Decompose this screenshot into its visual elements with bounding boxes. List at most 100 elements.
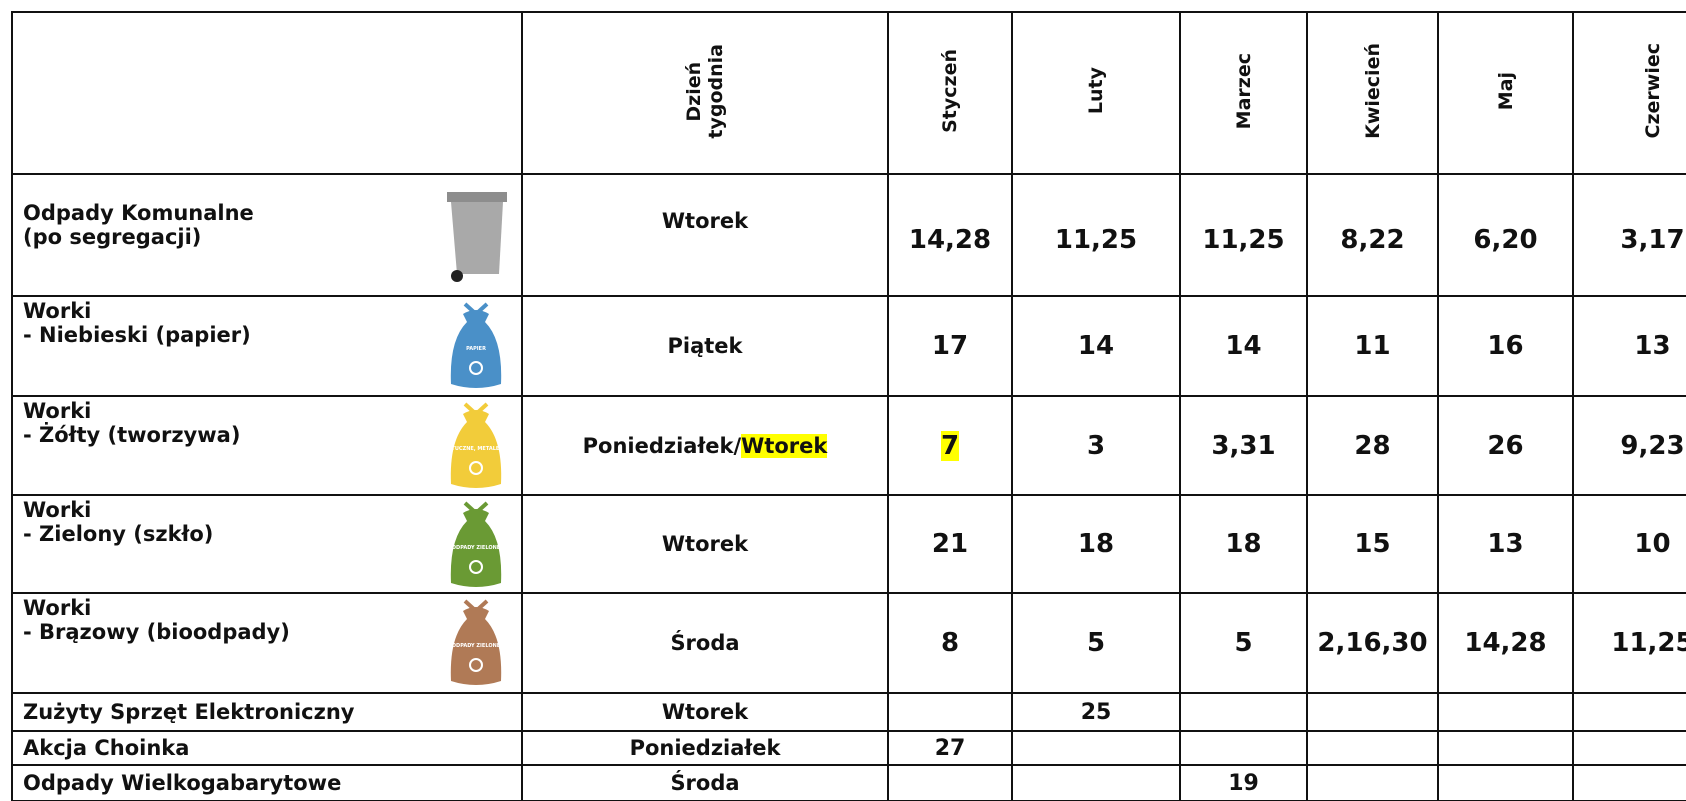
value: 26	[1487, 431, 1523, 461]
value: 17	[932, 331, 968, 361]
icon-label: TWORZYWA SZTUCZNE, METALE I OPAKOWANIA	[441, 446, 511, 452]
value-cell: 3,17	[1573, 174, 1686, 296]
row: Worki- Brązowy (bioodpady)ODPADY ZIELONE…	[12, 593, 1686, 693]
icon: PAPIER	[441, 300, 511, 392]
row: Worki- Żółty (tworzywa)TWORZYWA SZTUCZNE…	[12, 396, 1686, 495]
value-cell	[888, 765, 1012, 801]
value-cell: 8	[888, 593, 1012, 693]
value-cell	[1573, 765, 1686, 801]
value-cell: 2,16,30	[1307, 593, 1438, 693]
value: 28	[1354, 431, 1390, 461]
value: 3,17	[1620, 225, 1684, 255]
value-cell	[1180, 693, 1307, 731]
month-header: Luty	[1012, 12, 1180, 174]
icon-label: PAPIER	[466, 346, 486, 352]
value: 16	[1487, 331, 1523, 361]
day-part: Poniedziałek	[630, 736, 781, 760]
value-cell: 8,22	[1307, 174, 1438, 296]
value: 14	[1225, 331, 1261, 361]
value: 9,23	[1620, 431, 1684, 461]
month-header: Maj	[1438, 12, 1573, 174]
value-cell: 9,23	[1573, 396, 1686, 495]
value-cell: 11,25	[1180, 174, 1307, 296]
value-cell: 5	[1012, 593, 1180, 693]
value: 10	[1634, 529, 1670, 559]
value-cell	[888, 693, 1012, 731]
label-line: Odpady Wielkogabarytowe	[23, 771, 521, 795]
value-cell	[1438, 731, 1573, 765]
corner-cell	[12, 12, 522, 174]
label-line: Zużyty Sprzęt Elektroniczny	[23, 700, 521, 724]
day-part: Piątek	[667, 334, 742, 358]
value: 8,22	[1340, 225, 1404, 255]
day-cell: Wtorek	[522, 693, 888, 731]
month-label: Czerwiec	[1642, 43, 1664, 138]
value-cell: 14,28	[1438, 593, 1573, 693]
day-cell: Piątek	[522, 296, 888, 396]
value-cell: 14,28	[888, 174, 1012, 296]
value-cell: 14	[1180, 296, 1307, 396]
month-label: Kwiecień	[1362, 43, 1384, 139]
value: 21	[932, 529, 968, 559]
value: 15	[1354, 529, 1390, 559]
month-label: Luty	[1085, 67, 1107, 114]
value: 25	[1081, 700, 1112, 725]
row-label: Worki- Niebieski (papier)PAPIER	[12, 296, 522, 396]
value-cell: 11	[1307, 296, 1438, 396]
value: 14,28	[909, 225, 991, 255]
value: 6,20	[1473, 225, 1537, 255]
value: 7	[941, 431, 959, 461]
icon: ODPADY ZIELONE	[441, 597, 511, 689]
day-part: Środa	[670, 631, 739, 655]
value: 8	[941, 628, 959, 658]
value-cell	[1307, 693, 1438, 731]
day-header-line: tygodnia	[705, 44, 727, 139]
icon	[441, 178, 511, 290]
value: 14,28	[1464, 628, 1546, 658]
day-cell: Poniedziałek	[522, 731, 888, 765]
value-cell: 7	[888, 396, 1012, 495]
value: 27	[935, 736, 966, 761]
value: 2,16,30	[1317, 628, 1427, 658]
day-part: Wtorek	[662, 532, 748, 556]
icon-label: ODPADY ZIELONE	[452, 545, 501, 551]
value-cell: 5	[1180, 593, 1307, 693]
value-cell	[1438, 693, 1573, 731]
icon: ODPADY ZIELONE	[441, 499, 511, 591]
value: 5	[1087, 628, 1105, 658]
value: 11,25	[1055, 225, 1137, 255]
row-label: Zużyty Sprzęt Elektroniczny	[12, 693, 522, 731]
value: 13	[1634, 331, 1670, 361]
page: Dzieńtygodnia Styczeń Luty Marzec Kwiecień Ma…	[0, 0, 1686, 801]
month-label: Styczeń	[939, 49, 961, 133]
value-cell	[1012, 765, 1180, 801]
value-cell: 11,25	[1573, 593, 1686, 693]
schedule: Dzieńtygodnia Styczeń Luty Marzec Kwiecień Ma…	[11, 11, 1686, 801]
value-cell: 14	[1012, 296, 1180, 396]
value: 13	[1487, 529, 1523, 559]
value-cell	[1573, 731, 1686, 765]
value-cell: 28	[1307, 396, 1438, 495]
value: 18	[1078, 529, 1114, 559]
bin-wheel	[451, 270, 463, 282]
day-part: Wtorek	[662, 209, 748, 233]
value-cell: 18	[1180, 495, 1307, 593]
value: 3	[1087, 431, 1105, 461]
value-cell: 18	[1012, 495, 1180, 593]
value: 11	[1354, 331, 1390, 361]
month-label: Marzec	[1233, 53, 1255, 129]
value-cell	[1438, 765, 1573, 801]
day-part: Wtorek	[741, 434, 827, 458]
value: 3,31	[1211, 431, 1275, 461]
value: 19	[1228, 771, 1259, 796]
month-label: Maj	[1495, 72, 1517, 110]
value-cell: 16	[1438, 296, 1573, 396]
row-label: Akcja Choinka	[12, 731, 522, 765]
row: Zużyty Sprzęt ElektronicznyWtorek 25	[12, 693, 1686, 731]
